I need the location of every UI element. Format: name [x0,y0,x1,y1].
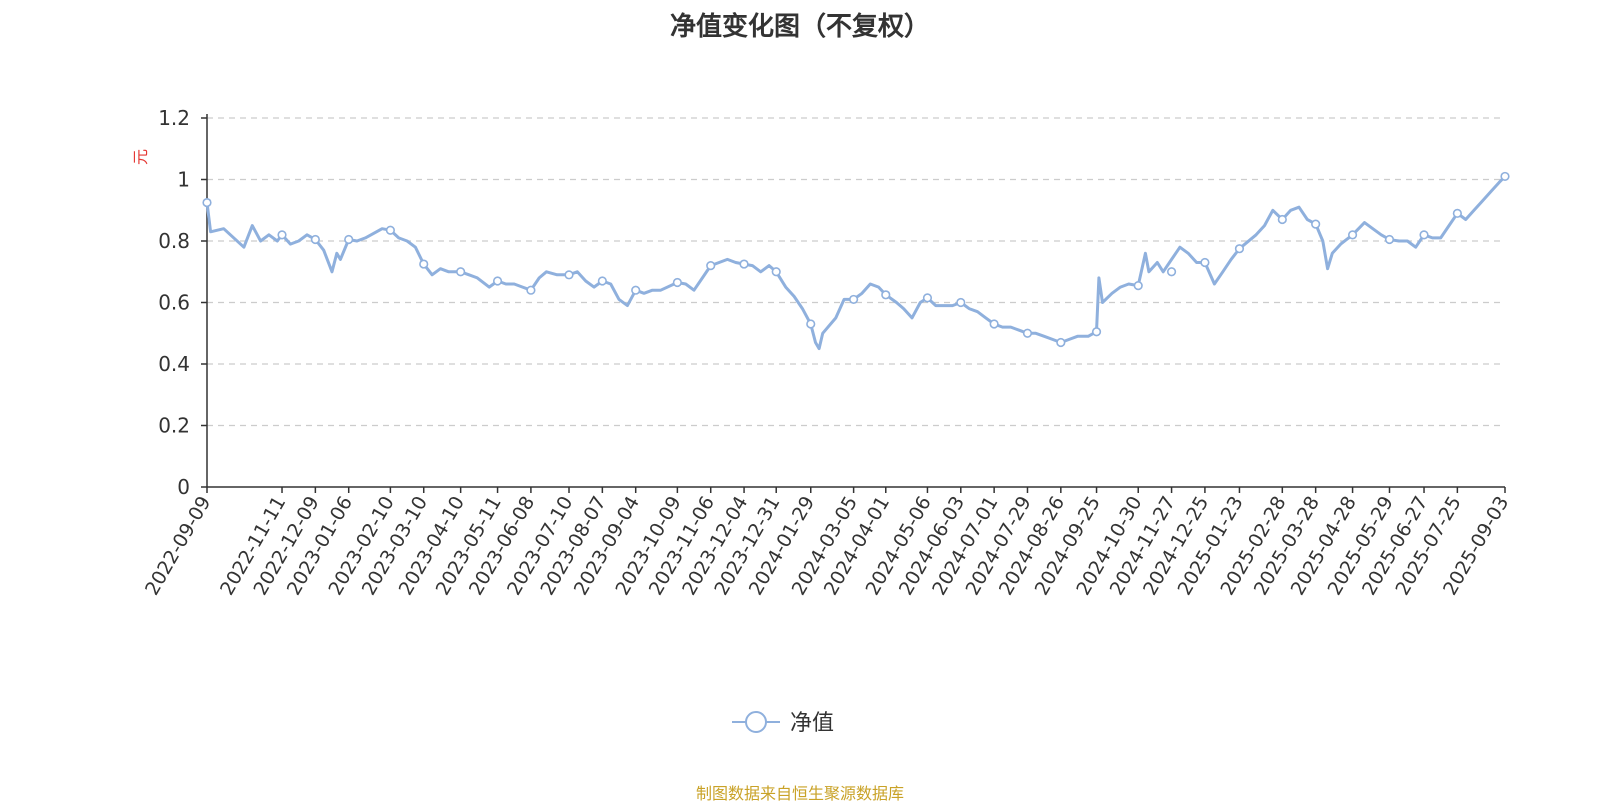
data-point-marker[interactable] [739,259,749,269]
data-point-marker[interactable] [1500,171,1510,182]
data-point-marker[interactable] [1091,327,1102,337]
data-point-marker[interactable] [989,319,999,329]
data-point-marker[interactable] [1056,337,1066,348]
y-tick-label: 0.6 [158,291,190,315]
source-note: 制图数据来自恒生聚源数据库 [695,784,904,803]
data-point-marker[interactable] [1419,230,1429,240]
y-tick-label: 1.2 [158,106,190,130]
data-point-marker[interactable] [564,270,574,280]
y-tick-label: 0.2 [158,414,190,438]
data-point-marker[interactable] [631,285,641,295]
series-net-value [205,175,1507,351]
data-point-marker[interactable] [419,259,429,269]
data-point-marker[interactable] [1166,267,1177,277]
chart-title: 净值变化图（不复权） [669,12,930,42]
x-tick-label: 2022-09-09 [141,493,215,600]
y-tick-label: 0.4 [158,352,190,376]
data-point-marker[interactable] [526,285,536,295]
data-point-marker[interactable] [806,319,816,329]
data-point-marker[interactable] [706,261,716,271]
data-point-marker[interactable] [956,297,966,308]
axes [201,114,1506,493]
data-point-marker[interactable] [672,277,682,288]
y-unit-label: 元 [131,149,150,165]
data-point-marker[interactable] [849,294,859,305]
data-point-marker[interactable] [202,197,212,208]
legend[interactable]: 净值 [732,711,834,736]
series-line-net-value [205,175,1507,351]
data-point-marker[interactable] [492,276,503,286]
data-point-marker[interactable] [385,225,395,235]
data-point-marker[interactable] [277,230,287,240]
data-point-marker[interactable] [881,290,891,300]
legend-circle-icon [745,711,767,733]
data-point-marker[interactable] [1022,328,1033,338]
legend-label: 净值 [790,711,834,736]
grid-lines [207,117,1505,427]
y-tick-label: 0.8 [158,229,190,253]
data-point-marker[interactable] [344,234,354,245]
data-point-marker[interactable] [1277,214,1287,225]
data-point-marker[interactable] [1384,234,1395,245]
data-point-marker[interactable] [922,293,933,303]
x-tick-labels: 2022-09-09 2022-11-112022-12-092023-01-06… [141,492,1513,599]
y-tick-labels: 0 0.2 0.4 0.6 0.8 1 1.2 [158,106,190,499]
data-point-marker[interactable] [1452,208,1462,218]
data-point-marker[interactable] [1200,257,1210,268]
data-point-marker[interactable] [1311,219,1321,229]
data-point-marker[interactable] [1347,230,1358,240]
data-point-marker[interactable] [310,234,320,245]
data-point-marker[interactable] [1234,244,1245,254]
data-point-marker[interactable] [771,267,781,277]
data-point-marker[interactable] [456,267,466,277]
y-tick-label: 1 [177,168,190,192]
data-point-marker[interactable] [1133,280,1143,291]
series-markers [202,171,1510,348]
y-tick-label: 0 [177,475,190,499]
data-point-marker[interactable] [597,276,607,286]
